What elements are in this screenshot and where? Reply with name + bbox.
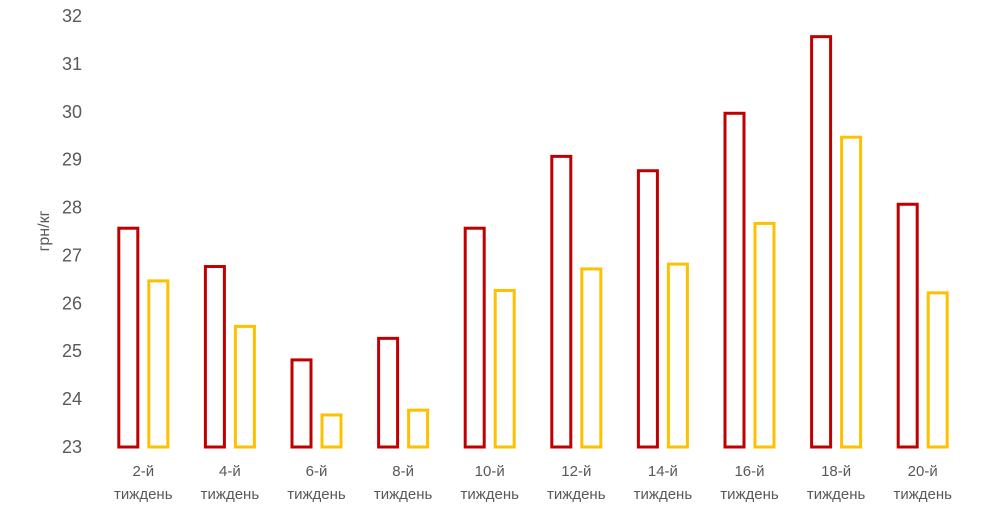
bar-series-2-3 <box>407 408 430 449</box>
y-tick-label: 27 <box>62 245 82 265</box>
x-tick-label: 18-й <box>821 463 851 480</box>
x-tick-label: тиждень <box>114 486 173 503</box>
y-tick-label: 30 <box>62 102 82 122</box>
y-tick-label: 23 <box>62 437 82 457</box>
y-tick-label: 32 <box>62 6 82 26</box>
y-axis-label: грн/кг <box>36 210 53 251</box>
x-tick-label: тиждень <box>807 486 866 503</box>
bar-series-1-9 <box>896 202 919 449</box>
bar-series-2-8 <box>840 135 863 449</box>
x-tick-label: 20-й <box>908 463 938 480</box>
bar-series-1-2 <box>290 358 313 449</box>
bar-series-1-7 <box>723 111 746 449</box>
x-tick-label: 2-й <box>132 463 154 480</box>
x-tick-label: 16-й <box>734 463 764 480</box>
bar-series-1-6 <box>636 169 659 449</box>
x-axis-ticks: 2-й тиждень 4-й тиждень 6-й тиждень 8-й тиждень… <box>114 463 952 503</box>
bar-series-1-5 <box>550 154 573 449</box>
bar-series-2-9 <box>926 291 949 449</box>
y-tick-label: 25 <box>62 341 82 361</box>
x-tick-label: тиждень <box>634 486 693 503</box>
bar-series-2-7 <box>753 221 776 449</box>
x-tick-label: тиждень <box>287 486 346 503</box>
x-tick-label: тиждень <box>374 486 433 503</box>
bar-series-2-1 <box>233 324 256 449</box>
x-tick-label: 8-й <box>392 463 414 480</box>
x-tick-label: 4-й <box>219 463 241 480</box>
bar-series-2-0 <box>147 279 170 449</box>
bar-series-2-5 <box>580 267 603 449</box>
bar-series-2-4 <box>493 288 516 449</box>
y-axis-ticks: 23 24 25 26 27 28 29 30 31 32 <box>62 6 82 457</box>
x-tick-label: 10-й <box>475 463 505 480</box>
x-tick-label: 12-й <box>561 463 591 480</box>
bar-series-1-8 <box>810 35 833 449</box>
bars-group <box>117 35 949 449</box>
y-tick-label: 31 <box>62 54 82 74</box>
x-tick-label: тиждень <box>720 486 779 503</box>
x-tick-label: 14-й <box>648 463 678 480</box>
x-tick-label: тиждень <box>201 486 260 503</box>
y-tick-label: 26 <box>62 293 82 313</box>
x-tick-label: 6-й <box>306 463 328 480</box>
y-tick-label: 24 <box>62 389 82 409</box>
bar-series-2-6 <box>666 262 689 449</box>
bar-series-1-1 <box>203 265 226 449</box>
bar-series-2-2 <box>320 413 343 449</box>
x-tick-label: тиждень <box>547 486 606 503</box>
x-tick-label: тиждень <box>893 486 952 503</box>
bar-series-1-4 <box>463 226 486 449</box>
x-tick-label: тиждень <box>460 486 519 503</box>
bar-series-1-0 <box>117 226 140 449</box>
y-tick-label: 29 <box>62 150 82 170</box>
bar-series-1-3 <box>377 336 400 449</box>
y-tick-label: 28 <box>62 198 82 218</box>
